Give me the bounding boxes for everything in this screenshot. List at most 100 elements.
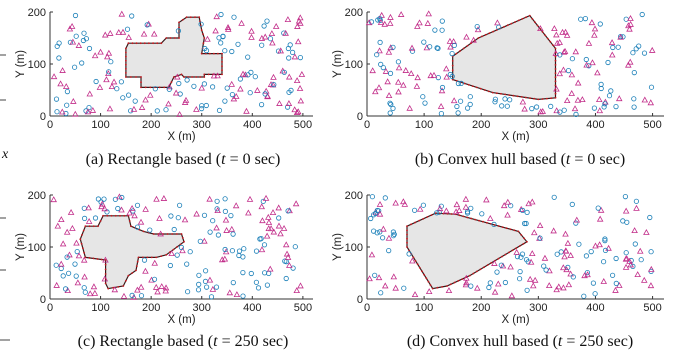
boundary-sample xyxy=(416,263,419,266)
x-tick-label: 500 xyxy=(294,302,312,314)
circle-marker xyxy=(187,249,193,255)
triangle-marker xyxy=(222,216,230,223)
circle-marker xyxy=(191,83,197,89)
circle-marker xyxy=(255,285,262,291)
triangle-marker xyxy=(266,265,274,272)
circle-marker xyxy=(240,293,246,299)
circle-marker xyxy=(208,294,215,300)
triangle-marker xyxy=(395,78,402,85)
triangle-marker xyxy=(248,33,255,40)
circle-marker xyxy=(372,272,378,278)
boundary-sample xyxy=(96,258,99,260)
triangle-marker xyxy=(430,71,438,78)
boundary-sample xyxy=(92,257,95,260)
y-tick-label: 100 xyxy=(28,59,46,71)
circle-marker xyxy=(602,236,608,242)
triangle-marker xyxy=(81,273,88,280)
circle-marker xyxy=(261,242,268,248)
circle-marker xyxy=(124,26,131,32)
circle-marker xyxy=(60,273,66,279)
boundary-sample xyxy=(152,233,155,235)
triangle-marker xyxy=(648,46,656,53)
triangle-marker xyxy=(280,224,288,231)
triangle-marker xyxy=(298,71,306,77)
circle-marker xyxy=(261,270,268,276)
triangle-marker xyxy=(443,65,450,72)
boundary-sample xyxy=(88,257,91,259)
circle-marker xyxy=(198,21,204,27)
triangle-marker xyxy=(277,47,285,54)
triangle-marker xyxy=(238,19,245,26)
boundary-sample xyxy=(534,21,536,24)
triangle-marker xyxy=(85,217,93,224)
circle-marker xyxy=(420,202,426,208)
triangle-marker xyxy=(156,215,163,221)
boundary-sample xyxy=(135,269,137,272)
circle-marker xyxy=(487,280,493,286)
triangle-marker xyxy=(416,19,423,26)
triangle-marker xyxy=(285,100,293,106)
circle-marker xyxy=(390,105,396,112)
boundary-sample xyxy=(198,16,201,19)
circle-marker xyxy=(606,93,613,99)
boundary-sample xyxy=(110,214,113,217)
circle-marker xyxy=(613,255,619,262)
triangle-marker xyxy=(147,91,154,98)
circle-marker xyxy=(494,269,500,275)
boundary-sample xyxy=(82,229,85,232)
boundary-sample xyxy=(457,279,460,282)
circle-marker xyxy=(253,248,260,254)
boundary-sample xyxy=(414,221,416,224)
boundary-sample xyxy=(181,18,184,21)
triangle-marker xyxy=(58,216,65,223)
triangle-marker xyxy=(262,87,270,94)
triangle-marker xyxy=(296,85,304,91)
triangle-marker xyxy=(172,89,180,96)
triangle-marker xyxy=(390,273,398,280)
boundary-sample xyxy=(139,42,142,45)
triangle-marker xyxy=(292,200,300,207)
triangle-marker xyxy=(591,31,598,38)
triangle-marker xyxy=(294,108,302,115)
triangle-marker xyxy=(75,252,83,259)
circle-marker xyxy=(464,105,471,111)
triangle-marker xyxy=(103,76,110,83)
triangle-marker xyxy=(297,97,305,104)
triangle-marker xyxy=(101,31,109,38)
boundary-sample xyxy=(123,214,126,217)
triangle-marker xyxy=(284,253,292,260)
triangle-marker xyxy=(105,49,113,56)
circle-marker xyxy=(214,198,220,204)
y-tick-label: 100 xyxy=(28,242,46,254)
circle-marker xyxy=(382,195,388,201)
boundary-sample xyxy=(546,97,548,100)
circle-marker xyxy=(134,202,141,208)
triangle-marker xyxy=(463,33,470,40)
boundary-sample xyxy=(104,282,107,285)
triangle-marker xyxy=(282,29,289,36)
triangle-marker xyxy=(563,266,570,273)
triangle-marker xyxy=(631,227,638,234)
circle-marker xyxy=(641,50,648,56)
triangle-marker xyxy=(57,260,65,267)
circle-marker xyxy=(451,42,457,49)
triangle-marker xyxy=(50,73,58,80)
boundary-sample xyxy=(99,220,102,222)
boundary-sample xyxy=(427,280,430,283)
boundary-sample xyxy=(418,219,421,222)
boundary-sample xyxy=(183,76,185,78)
boundary-sample xyxy=(156,42,159,45)
boundary-sample xyxy=(150,256,153,259)
boundary-sample xyxy=(511,249,514,252)
circle-marker xyxy=(222,208,228,214)
triangle-marker xyxy=(623,255,630,262)
triangle-marker xyxy=(80,256,88,263)
circle-marker xyxy=(202,278,209,284)
boundary-sample xyxy=(140,76,142,78)
triangle-marker xyxy=(567,252,574,258)
boundary-sample xyxy=(449,283,452,286)
boundary-sample xyxy=(504,253,507,256)
boundary-sample xyxy=(554,84,557,87)
triangle-marker xyxy=(553,39,561,46)
boundary-sample xyxy=(446,285,448,287)
